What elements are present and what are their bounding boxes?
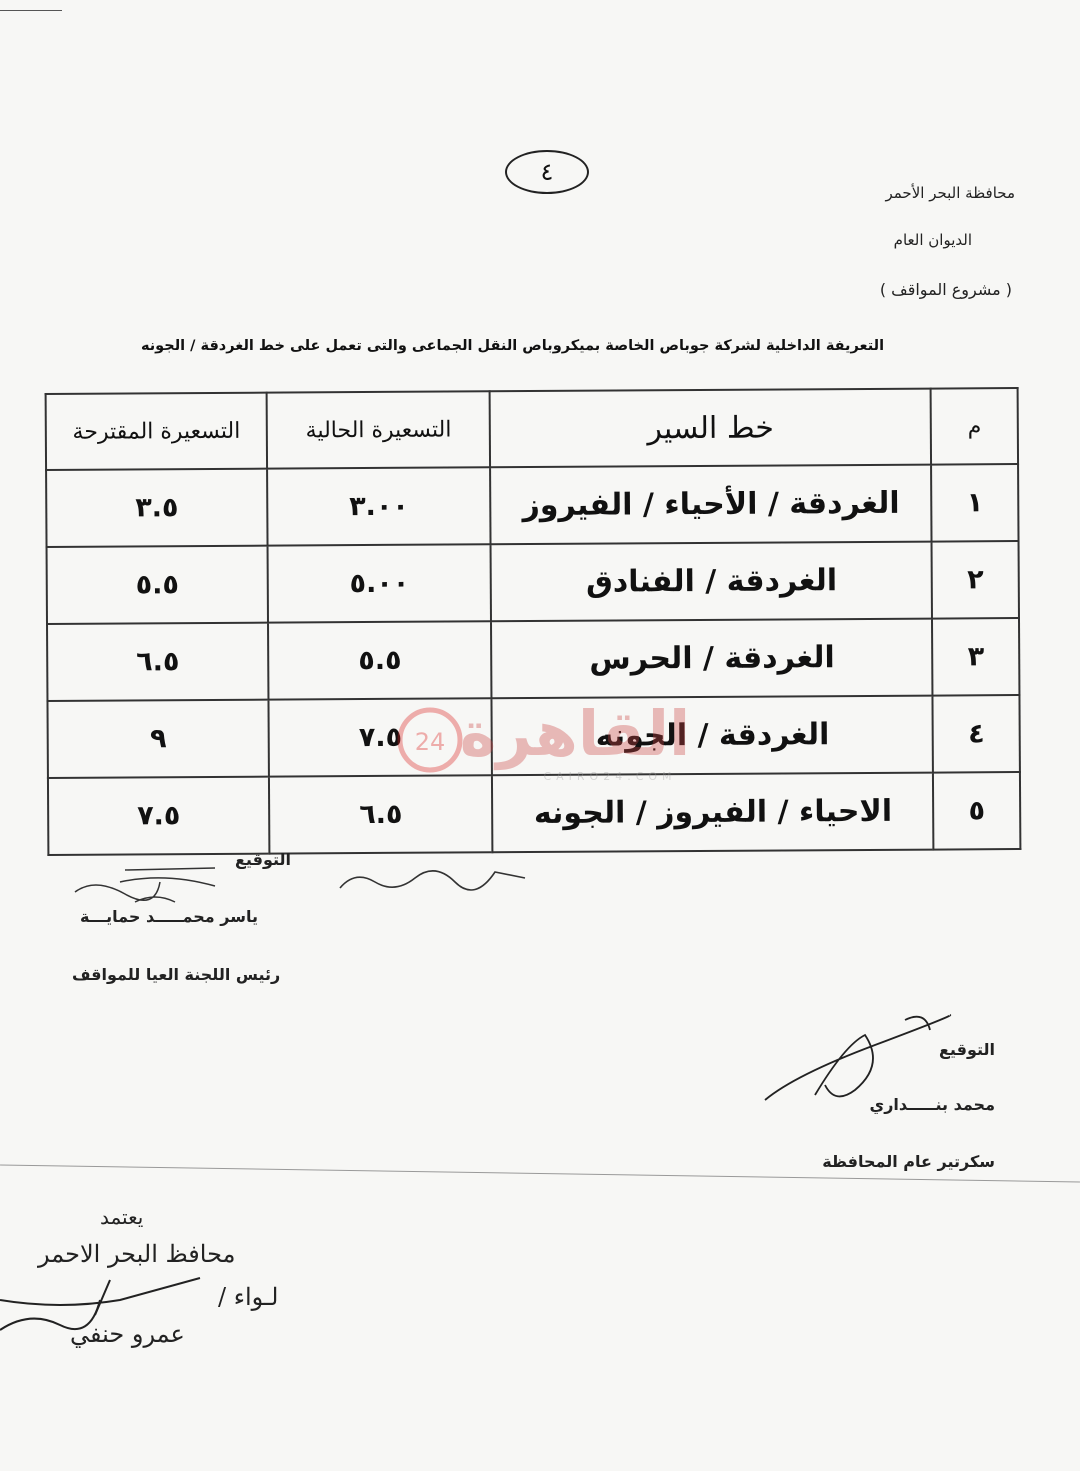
table-row: ٢ الغردقة / الفنادق ٥.٠٠ ٥.٥ [46, 541, 1019, 624]
cell-current: ٥.٠٠ [267, 544, 492, 623]
cell-proposed: ٣.٥ [46, 468, 268, 547]
header-route: خط السير [489, 388, 932, 468]
header-current-fare: التسعيرة الحالية [266, 391, 491, 469]
cell-route: الغردقة / الفنادق [490, 541, 933, 622]
left-signatory-name: ياسر محمـــــد حمايـــة [80, 907, 258, 926]
left-signatory-role: رئيس اللجنة العيا للمواقف [72, 965, 281, 984]
table-header-row: م خط السير التسعيرة الحالية التسعيرة الم… [45, 388, 1019, 470]
right-handwritten-signature [764, 1014, 952, 1101]
approval-governor-title: محافظ البحر الاحمر [38, 1240, 236, 1268]
svg-text:24: 24 [415, 728, 446, 756]
scan-edge-line [0, 10, 62, 11]
page-number: ٤ [505, 150, 589, 194]
page-number-text: ٤ [540, 158, 554, 186]
svg-text:القاهرة: القاهرة [460, 697, 691, 770]
left-handwritten-signature [74, 867, 216, 903]
left-signature-label: التوقيع [235, 850, 291, 869]
cell-number: ٤ [932, 695, 1020, 773]
header-project: ( مشروع المواقف ) [879, 280, 1012, 299]
cell-proposed: ٦.٥ [47, 622, 269, 701]
governor-handwritten-signature [0, 1277, 201, 1331]
header-proposed-fare: التسعيرة المقترحة [45, 392, 268, 470]
table-row: ١ الغردقة / الأحياء / الفيروز ٣.٠٠ ٣.٥ [46, 464, 1019, 547]
right-signatory-role: سكرتير عام المحافظة [822, 1152, 995, 1171]
cell-proposed: ٥.٥ [46, 545, 269, 624]
cell-proposed: ٩ [47, 699, 270, 778]
header-number: م [930, 388, 1019, 465]
cell-number: ٢ [931, 541, 1019, 619]
cell-number: ٥ [933, 772, 1021, 850]
cell-number: ٣ [932, 618, 1020, 696]
cell-route: الغردقة / الأحياء / الفيروز [490, 464, 932, 545]
header-office: الديوان العام [893, 231, 972, 249]
header-governorate: محافظة البحر الأحمر [885, 184, 1015, 202]
middle-handwritten-signature [339, 870, 526, 891]
cell-number: ١ [931, 464, 1019, 542]
right-signature-label: التوقيع [939, 1040, 995, 1059]
approval-governor-name: عمرو حنفي [70, 1320, 185, 1348]
right-signatory-name: محمد بنـــــداري [869, 1095, 995, 1114]
cairo24-logo-icon: 24 القاهرة CAIRO24.COM [397, 697, 691, 783]
document-title: التعريفة الداخلية لشركة جوباص الخاصة بمي… [140, 338, 885, 354]
cell-proposed: ٧.٥ [47, 776, 270, 855]
approval-rank: لـواء / [218, 1283, 279, 1311]
cell-current: ٣.٠٠ [267, 467, 491, 546]
svg-text:CAIRO24.COM: CAIRO24.COM [543, 770, 676, 783]
approval-line1: يعتمد [100, 1205, 144, 1229]
watermark-logo: 24 القاهرة CAIRO24.COM [395, 680, 695, 794]
